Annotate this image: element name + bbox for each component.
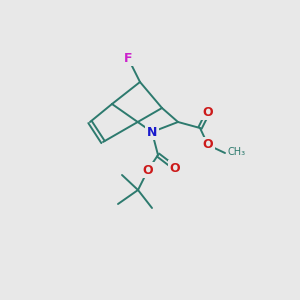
Text: CH₃: CH₃	[227, 147, 245, 157]
Text: F: F	[124, 52, 132, 64]
Text: N: N	[147, 125, 157, 139]
Text: O: O	[203, 139, 213, 152]
Text: O: O	[170, 161, 180, 175]
Text: O: O	[143, 164, 153, 176]
Text: O: O	[203, 106, 213, 118]
